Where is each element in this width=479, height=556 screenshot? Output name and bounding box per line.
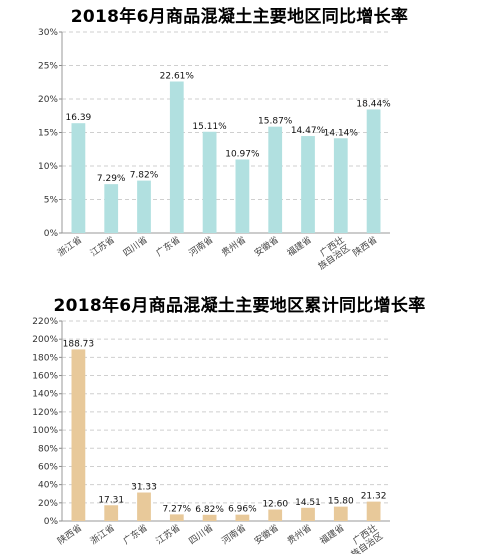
chart1-ytick-label: 20% xyxy=(38,95,58,105)
chart2-title: 2018年6月商品混凝土主要地区累计同比增长率 xyxy=(53,296,426,316)
chart1-data-label: 15.11% xyxy=(192,122,227,132)
chart1-category-label: 安徽省 xyxy=(252,234,281,259)
chart2-data-label: 17.31 xyxy=(98,495,124,505)
chart2-data-label: 14.51 xyxy=(295,498,321,508)
chart1-bar xyxy=(301,136,315,233)
chart2-ytick-label: 160% xyxy=(32,372,58,382)
chart1-category-label: 河南省 xyxy=(186,234,215,259)
chart2-ytick-label: 60% xyxy=(38,462,58,472)
chart2-category-label: 陕西省 xyxy=(55,522,84,547)
chart2-bar xyxy=(366,501,381,521)
chart1-ytick-label: 10% xyxy=(38,162,58,172)
chart1-ytick-label: 5% xyxy=(44,196,59,206)
chart2-data-label: 21.32 xyxy=(361,492,387,502)
chart2-category-label: 安徽省 xyxy=(252,522,281,547)
chart2-data-label: 15.80 xyxy=(328,497,354,507)
chart2-ytick-label: 140% xyxy=(32,390,58,400)
chart1-data-label: 10.97% xyxy=(225,150,260,160)
chart2-data-label: 6.96% xyxy=(228,505,257,515)
chart1-bar xyxy=(71,123,86,233)
chart2-ytick-label: 200% xyxy=(32,335,58,345)
chart1-category-label: 浙江省 xyxy=(55,234,84,259)
chart2-data-label: 12.60 xyxy=(262,500,288,510)
chart1-data-label: 14.47% xyxy=(291,126,326,136)
chart2-category-label: 广西壮族自治区 xyxy=(343,522,385,554)
chart2-bar xyxy=(333,506,348,521)
chart2-ytick-label: 0% xyxy=(44,517,59,527)
chart1-category-label: 陕西省 xyxy=(350,234,379,259)
chart2-ytick-label: 180% xyxy=(32,353,58,363)
chart1-bar xyxy=(235,159,250,233)
chart1-data-label: 7.82% xyxy=(130,171,159,181)
chart1-category-label: 广东省 xyxy=(154,234,183,259)
chart2-ytick-label: 120% xyxy=(32,408,58,418)
chart2-category-label: 贵州省 xyxy=(285,522,314,547)
chart1-bar xyxy=(268,126,283,233)
chart1-category-label: 四川省 xyxy=(121,234,150,259)
chart2-category-label: 河南省 xyxy=(219,522,248,547)
chart2-category-label: 江苏省 xyxy=(154,522,183,547)
chart2-bar xyxy=(104,505,119,521)
chart2-plot: 0% 20% 40% 60% 80% 100% 120% 140% 160% 180% 200% 22… xyxy=(32,317,390,554)
chart1-category-label: 贵州省 xyxy=(219,234,248,259)
chart1-data-label: 15.87% xyxy=(258,117,293,127)
chart2-ytick-label: 80% xyxy=(38,444,58,454)
chart2-data-label: 31.33 xyxy=(131,483,157,493)
chart2-category-label: 广东省 xyxy=(121,522,150,547)
chart2-bar xyxy=(235,514,250,521)
chart1-data-label: 14.14% xyxy=(324,128,359,138)
chart2-ytick-label: 40% xyxy=(38,481,58,491)
chart2-bar xyxy=(301,507,315,521)
chart2-category-label: 浙江省 xyxy=(88,522,117,547)
chart2-data-label: 188.73 xyxy=(63,339,95,349)
chart2-ytick-label: 100% xyxy=(32,426,58,436)
chart1-bar xyxy=(333,138,348,233)
chart1-ytick-label: 0% xyxy=(44,229,59,239)
chart1-data-label: 22.61% xyxy=(160,72,195,82)
chart2-bar xyxy=(268,509,283,521)
chart2-bar xyxy=(169,514,184,521)
chart2-data-label: 7.27% xyxy=(163,504,192,514)
chart2-bar xyxy=(137,492,151,521)
chart1-title: 2018年6月商品混凝土主要地区同比增长率 xyxy=(70,7,409,27)
chart2-ytick-label: 220% xyxy=(32,317,58,327)
chart1-ytick-label: 30% xyxy=(38,28,58,38)
chart1-plot: 0% 5% 10% 15% 20% 25% 30% 16.39 浙江省 7.29% 江苏省 7.82%… xyxy=(38,28,391,273)
chart1-category-label: 江苏省 xyxy=(88,234,117,259)
chart2-bar xyxy=(71,349,86,521)
chart1-category-label: 广西壮族自治区 xyxy=(310,234,352,273)
chart1-ytick-label: 15% xyxy=(38,129,58,139)
chart2-ytick-label: 20% xyxy=(38,499,58,509)
chart2-category-label: 福建省 xyxy=(318,522,347,547)
chart1-category-label: 福建省 xyxy=(285,234,314,259)
chart2-category-label: 四川省 xyxy=(186,522,215,547)
chart1-data-label: 7.29% xyxy=(97,174,126,184)
chart1-ytick-label: 25% xyxy=(38,62,58,72)
chart1-bar xyxy=(366,109,381,233)
chart2-bar xyxy=(202,514,217,521)
chart1-bar xyxy=(104,184,119,233)
chart1-data-label: 16.39 xyxy=(66,113,92,123)
chart1-bar xyxy=(137,180,151,233)
chart1-data-label: 18.44% xyxy=(356,99,391,109)
chart2-data-label: 6.82% xyxy=(195,505,224,515)
chart1-bar xyxy=(169,81,184,233)
chart1-bar xyxy=(202,131,217,233)
